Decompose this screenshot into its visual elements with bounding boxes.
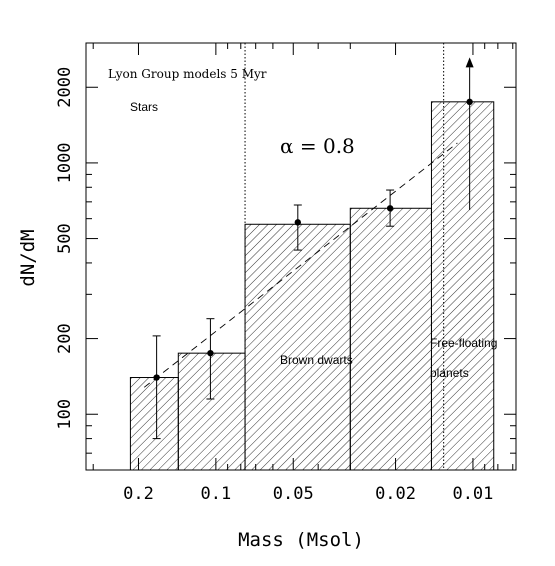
boundary-lines <box>244 43 445 470</box>
y-tick-label-4: 2000 <box>55 67 75 108</box>
fit-line <box>143 142 458 388</box>
histogram-bin-0 <box>129 377 179 471</box>
model-label: Lyon Group models 5 Myr <box>108 67 267 81</box>
tick-labels: 0.2 0.1 0.05 0.02 0.01 100 200 500 1000 2000 <box>55 67 493 504</box>
histogram-bin-2 <box>244 223 351 471</box>
x-tick-label-0: 0.2 <box>123 484 154 504</box>
x-tick-label-1: 0.1 <box>201 484 232 504</box>
x-tick-label-3: 0.02 <box>375 484 416 504</box>
y-tick-label-2: 500 <box>55 223 75 254</box>
data-points <box>152 57 474 440</box>
data-point-0 <box>153 374 160 381</box>
ffp-label-2: planets <box>430 366 469 380</box>
y-tick-label-3: 1000 <box>55 142 75 183</box>
histogram-bin-3 <box>349 207 432 471</box>
y-tick-label-0: 100 <box>55 399 75 430</box>
y-tick-label-1: 200 <box>55 323 75 354</box>
data-point-2 <box>294 219 302 226</box>
data-point-4 <box>466 98 473 106</box>
ffp-label-1: Free-floating <box>430 336 497 350</box>
upper-limit-arrow-4 <box>465 57 474 68</box>
fit-label: α = 0.8 <box>280 134 355 158</box>
stars-label: Stars <box>130 100 158 114</box>
histogram-bin-4 <box>430 101 495 471</box>
power-law-fit <box>143 142 458 388</box>
plot-frame <box>85 42 517 471</box>
data-point-1 <box>207 349 214 357</box>
data-point-3 <box>386 205 394 212</box>
axis-ticks <box>86 42 516 471</box>
brown-dwarfs-label: Brown dwarts <box>280 353 353 367</box>
x-tick-label-4: 0.01 <box>452 484 493 504</box>
x-tick-label-2: 0.05 <box>273 484 314 504</box>
histogram-bin-1 <box>177 352 246 471</box>
y-axis-label: dN/dM <box>17 229 39 286</box>
x-axis-label: Mass (Msol) <box>238 529 364 551</box>
